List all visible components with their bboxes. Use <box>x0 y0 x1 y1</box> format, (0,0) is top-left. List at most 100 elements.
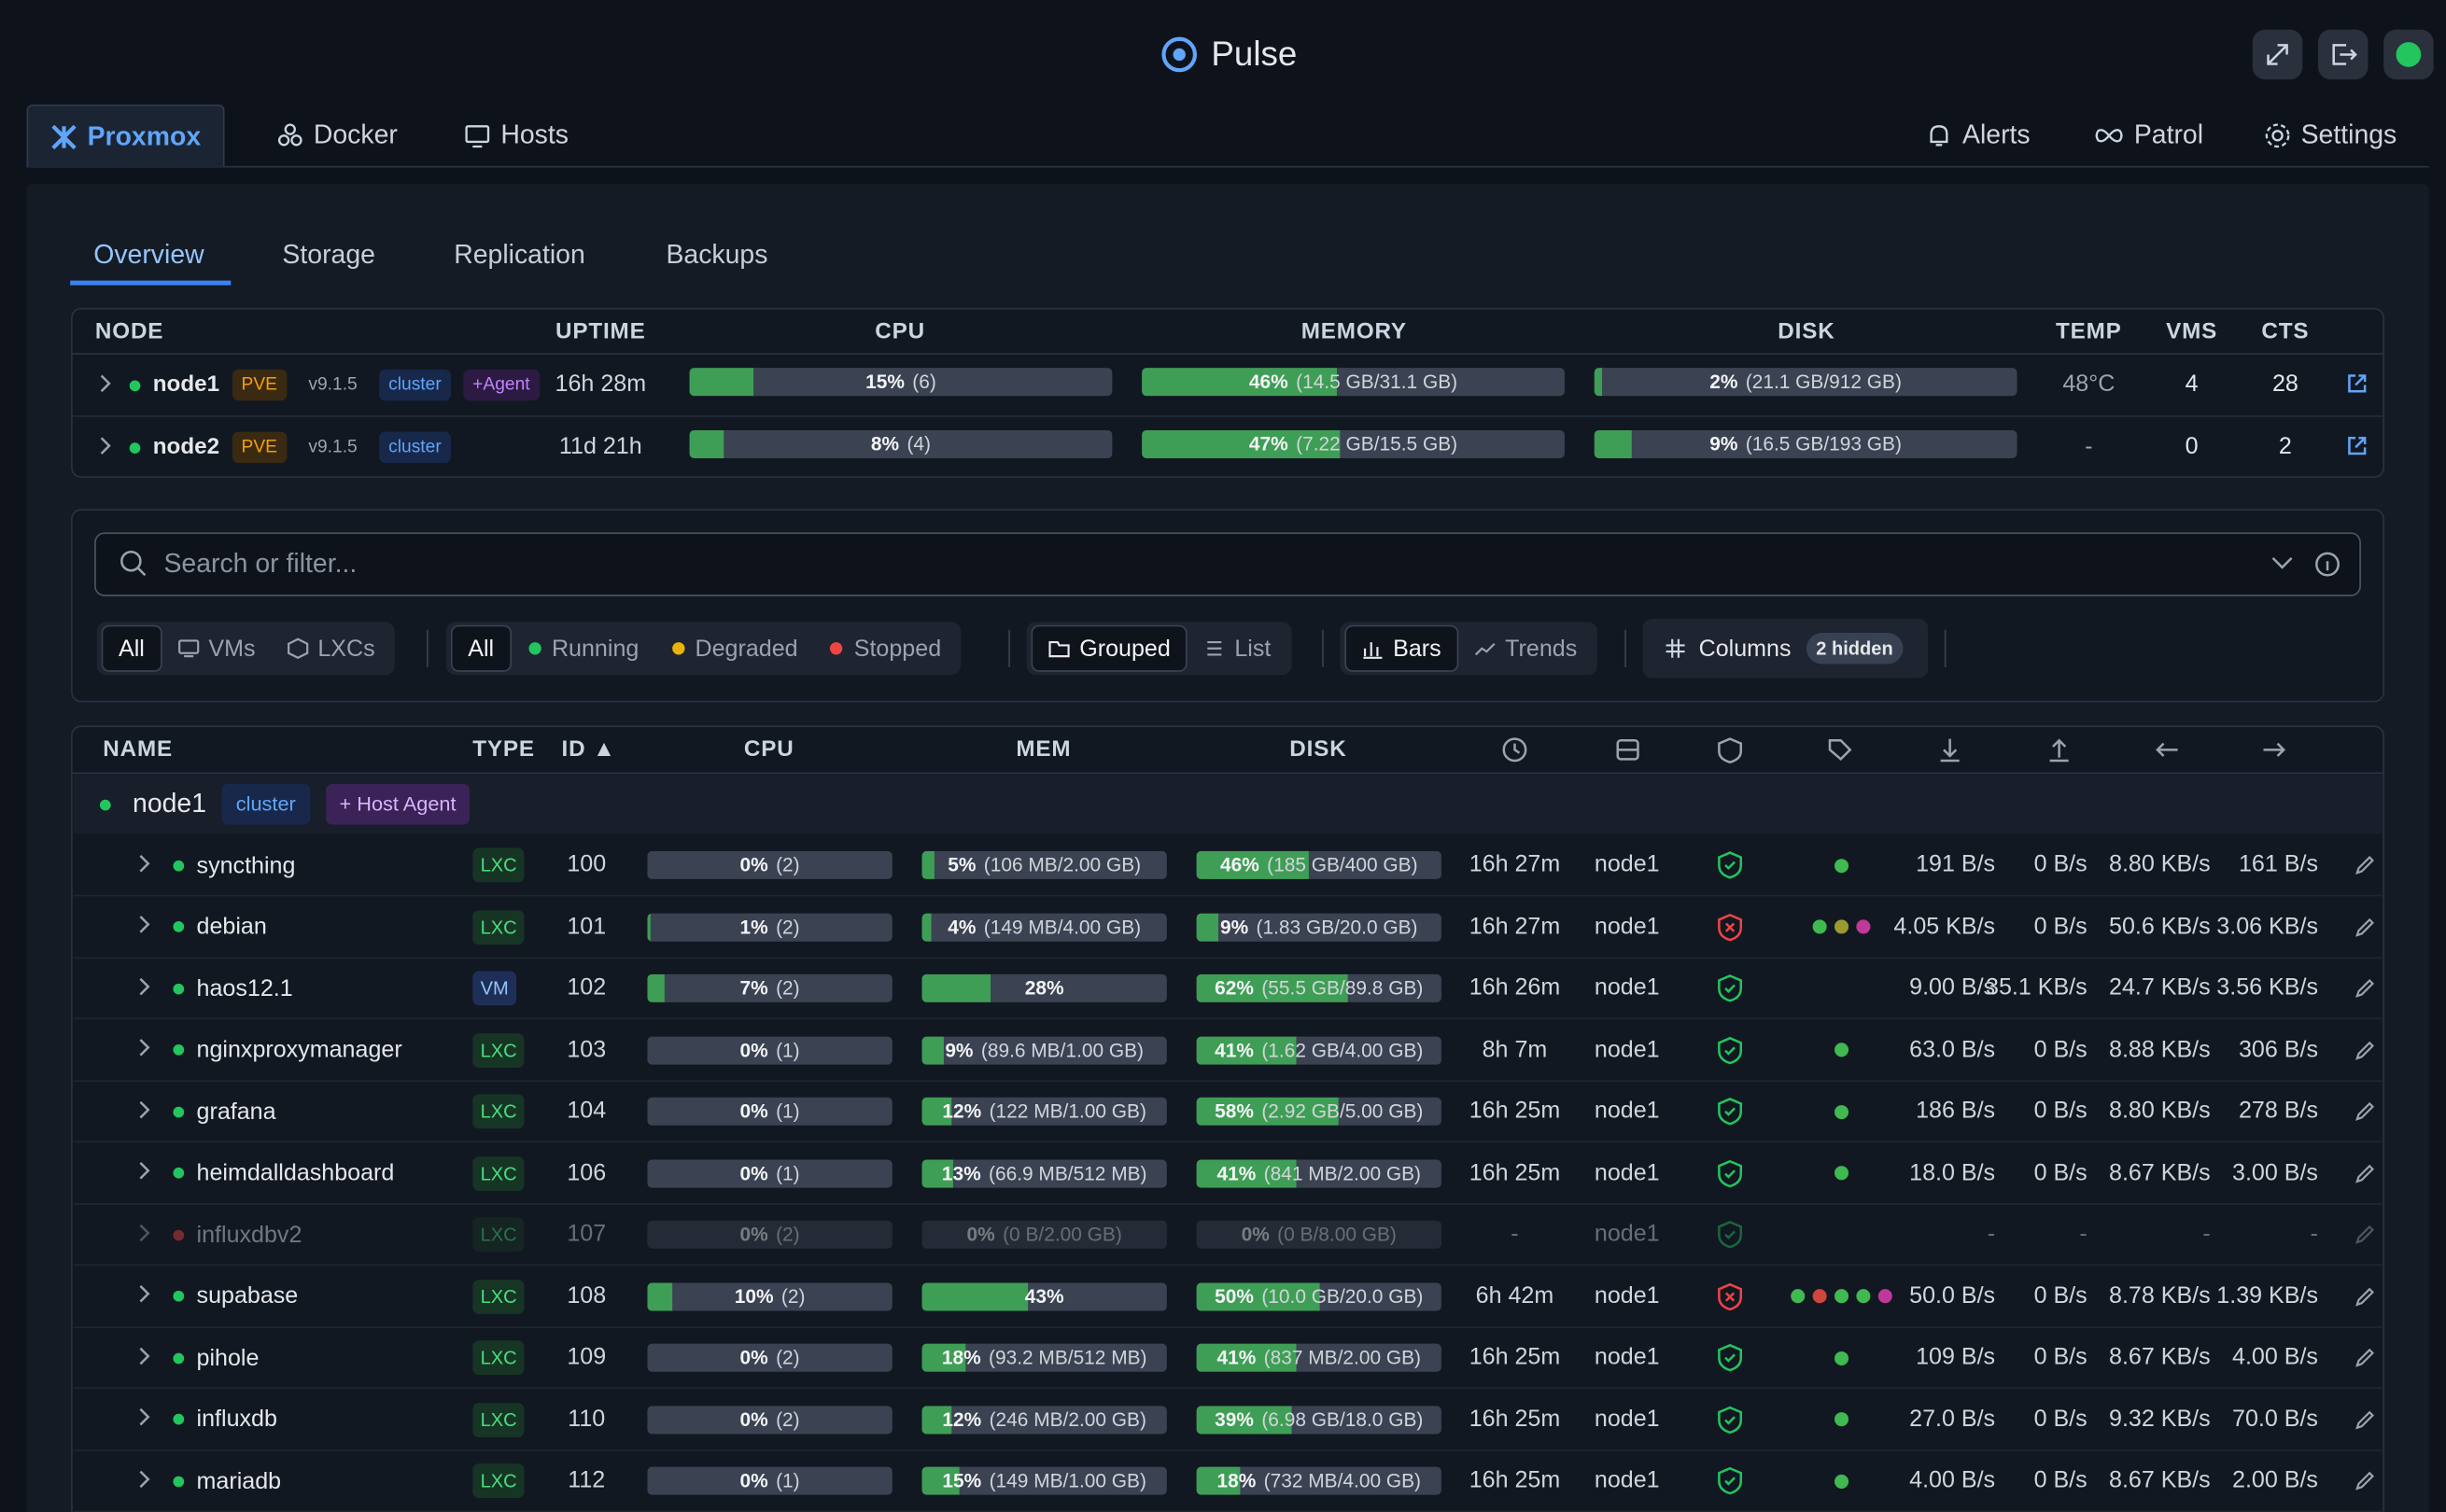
filter-button[interactable]: Degraded <box>654 626 813 670</box>
main-tab[interactable]: Docker <box>254 105 419 165</box>
search-box[interactable] <box>94 532 2361 596</box>
name-cell[interactable]: influxdb <box>137 1401 277 1438</box>
external-link[interactable] <box>2346 372 2368 400</box>
row-divider <box>73 1264 2383 1267</box>
sub-tab[interactable]: Backups <box>666 240 768 270</box>
usage-percent: 39% <box>1215 1407 1255 1431</box>
usage-label: 9% (16.5 GB/193 GB) <box>1595 430 2017 458</box>
tag-dot <box>1877 1289 1892 1304</box>
sub-tab[interactable]: Storage <box>282 240 375 270</box>
info-icon[interactable] <box>2315 552 2340 577</box>
protection-icon <box>1718 851 1743 886</box>
usage-bar: 7% (2) <box>647 973 893 1002</box>
filter-button[interactable]: Trends <box>1458 626 1593 670</box>
column-header: CPU <box>743 736 794 763</box>
disk-write: 278 B/s <box>2238 1097 2318 1125</box>
name-cell[interactable]: supabase <box>137 1278 298 1315</box>
edit-button[interactable] <box>2354 977 2375 1005</box>
usage-label: 41% (1.62 GB/4.00 GB) <box>1197 1036 1441 1064</box>
filter-button[interactable]: List <box>1188 626 1286 670</box>
sub-tab[interactable]: Overview <box>93 240 204 270</box>
main-tab[interactable]: Proxmox <box>26 104 225 167</box>
net-in: 27.0 B/s <box>1909 1405 1996 1432</box>
usage-fill <box>689 429 724 459</box>
status-dot <box>2396 42 2422 67</box>
name-cell[interactable]: heimdalldashboard <box>137 1155 394 1192</box>
edit-button[interactable] <box>2354 916 2375 944</box>
usage-percent: 13% <box>941 1162 981 1184</box>
node-name[interactable]: node1 <box>152 372 220 398</box>
edit-button[interactable] <box>2354 1162 2375 1190</box>
usage-percent: 58% <box>1215 1100 1255 1123</box>
group-name: node1 <box>133 789 207 819</box>
app-title: Pulse <box>1211 34 1298 74</box>
type-cell: VM <box>472 971 531 1006</box>
separators <box>426 629 1947 667</box>
usage-label: 58% (2.92 GB/5.00 GB) <box>1197 1098 1441 1126</box>
edit-button[interactable] <box>2354 1100 2375 1128</box>
button-label: Trends <box>1505 635 1578 662</box>
name-cell[interactable]: mariadb <box>137 1463 281 1500</box>
columns-button[interactable]: Columns 2 hidden <box>1642 619 1929 679</box>
usage-bar: 62% (55.5 GB/89.8 GB) <box>1196 973 1441 1002</box>
usage-bar: 18% (732 MB/4.00 GB) <box>1196 1466 1441 1495</box>
filter-button[interactable]: VMs <box>162 626 271 670</box>
logout-icon <box>2332 44 2357 65</box>
name-cell[interactable]: syncthing <box>137 847 295 884</box>
name-cell[interactable]: haos12.1 <box>137 970 293 1007</box>
edit-button[interactable] <box>2354 1470 2375 1498</box>
column-header[interactable]: ID ▲ <box>561 736 616 763</box>
button-group: All VMs LXCs <box>96 622 396 676</box>
filter-button[interactable]: LXCs <box>271 626 390 670</box>
main-tab[interactable]: Settings <box>2264 105 2397 165</box>
edit-button[interactable] <box>2354 1285 2375 1313</box>
usage-detail: (1) <box>776 1469 800 1492</box>
usage-label: 0% (2) <box>647 851 892 879</box>
filter-button[interactable]: Stopped <box>813 626 957 670</box>
tab-label: Settings <box>2300 119 2397 149</box>
type-badge: VM <box>472 971 517 1006</box>
name-cell[interactable]: nginxproxymanager <box>137 1031 402 1069</box>
edit-button[interactable] <box>2354 1408 2375 1436</box>
sub-tab-underline <box>70 280 232 286</box>
name-cell[interactable]: debian <box>137 908 267 945</box>
edit-button[interactable] <box>2354 854 2375 882</box>
column-header: NODE <box>94 319 164 345</box>
disk-read: - <box>2202 1220 2211 1248</box>
node-name[interactable]: node2 <box>152 434 220 460</box>
dropdown-icon[interactable] <box>2271 557 2293 569</box>
group-row[interactable]: node1 cluster + Host Agent <box>99 784 471 825</box>
usage-bar: 41% (1.62 GB/4.00 GB) <box>1196 1035 1441 1064</box>
edit-button[interactable] <box>2354 1039 2375 1067</box>
usage-label: 0% (2) <box>647 1406 892 1434</box>
usage-percent: 0% <box>739 1407 768 1431</box>
sub-tab[interactable]: Replication <box>454 240 585 270</box>
search-icon <box>136 567 147 577</box>
filter-button[interactable]: Grouped <box>1031 624 1188 672</box>
usage-percent: 9% <box>1219 916 1249 938</box>
name-cell[interactable]: influxdbv2 <box>137 1216 302 1253</box>
filter-button[interactable]: All <box>450 624 512 672</box>
name-cell[interactable]: grafana <box>137 1093 276 1130</box>
edit-button[interactable] <box>2354 1347 2375 1375</box>
tags <box>1834 1165 1856 1181</box>
tab-icon <box>49 122 77 150</box>
uptime: 16h 25m <box>1469 1158 1561 1186</box>
edit-button[interactable] <box>2354 1224 2375 1252</box>
usage-detail: (66.9 MB/512 MB) <box>989 1162 1147 1184</box>
main-tab[interactable]: Hosts <box>442 105 591 165</box>
usage-label: 18% (93.2 MB/512 MB) <box>922 1344 1167 1372</box>
external-link[interactable] <box>2346 435 2368 463</box>
usage-detail: (6) <box>912 371 936 393</box>
usage-percent: 50% <box>1215 1284 1255 1308</box>
filter-button[interactable]: Running <box>512 626 655 670</box>
button-label: Bars <box>1393 635 1441 662</box>
filter-button[interactable]: All <box>101 624 162 672</box>
filter-button[interactable]: Bars <box>1344 624 1459 672</box>
column-header: CTS <box>2261 319 2310 345</box>
node: node1 <box>1594 850 1660 878</box>
name-cell[interactable]: pihole <box>137 1339 259 1377</box>
usage-fill <box>921 1097 951 1126</box>
main-tab[interactable]: Patrol <box>2093 105 2203 165</box>
main-tab[interactable]: Alerts <box>1925 105 2031 165</box>
